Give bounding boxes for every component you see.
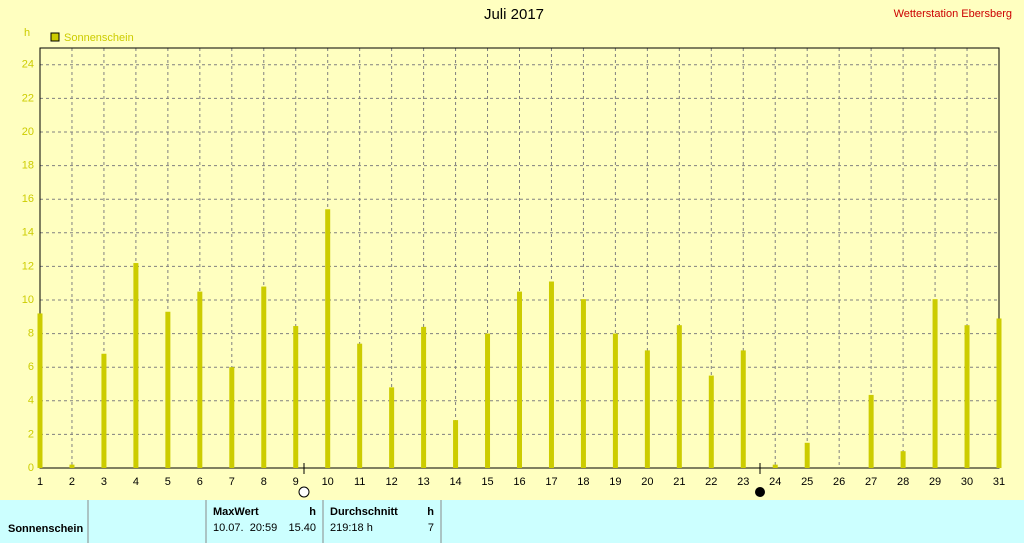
bar	[804, 442, 810, 468]
y-tick-label: 18	[22, 160, 34, 172]
x-tick-label: 19	[609, 476, 621, 488]
x-tick-label: 25	[801, 476, 813, 488]
x-tick-label: 8	[261, 476, 267, 488]
bar	[485, 333, 491, 468]
x-tick-label: 7	[229, 476, 235, 488]
bar	[708, 375, 714, 468]
cell: 15.40	[288, 522, 316, 534]
legend-label: Sonnenschein	[64, 32, 134, 44]
x-tick-label: 17	[545, 476, 557, 488]
y-axis-label: h	[24, 27, 30, 39]
bar	[548, 281, 554, 468]
bar	[453, 420, 459, 468]
x-tick-label: 1	[37, 476, 43, 488]
bar	[772, 464, 778, 468]
x-tick-label: 31	[993, 476, 1005, 488]
x-tick-label: 12	[386, 476, 398, 488]
bar	[197, 291, 203, 468]
y-tick-label: 14	[22, 227, 34, 239]
table-background	[0, 500, 1024, 543]
cell: 10.07. 20:59	[213, 522, 277, 534]
x-tick-label: 11	[354, 476, 365, 488]
x-tick-label: 24	[769, 476, 781, 488]
bar	[612, 333, 618, 468]
column-unit: h	[427, 506, 434, 518]
bar	[325, 209, 331, 468]
y-tick-label: 0	[28, 462, 34, 474]
x-tick-label: 15	[481, 476, 493, 488]
cell: 7	[428, 522, 434, 534]
y-tick-label: 12	[22, 260, 34, 272]
x-tick-label: 20	[641, 476, 653, 488]
bar	[229, 367, 235, 468]
y-tick-label: 20	[22, 126, 34, 138]
x-tick-label: 3	[101, 476, 107, 488]
x-tick-label: 9	[293, 476, 299, 488]
new-moon-icon	[755, 487, 765, 497]
bar	[676, 325, 682, 468]
bar	[69, 464, 75, 468]
chart-background	[0, 0, 1024, 500]
x-tick-label: 21	[673, 476, 685, 488]
x-tick-label: 2	[69, 476, 75, 488]
y-tick-label: 4	[28, 395, 34, 407]
x-tick-label: 4	[133, 476, 139, 488]
table: Sonnenschein MaxWert h 10.07. 20:59 15.4…	[8, 500, 442, 543]
y-tick-label: 10	[22, 294, 34, 306]
y-tick-label: 16	[22, 193, 34, 205]
bar	[133, 263, 139, 468]
x-tick-label: 13	[417, 476, 429, 488]
y-tick-label: 8	[28, 328, 34, 340]
bar	[165, 311, 171, 468]
bar	[740, 350, 746, 468]
bar	[389, 387, 395, 468]
bar	[932, 299, 938, 468]
bar	[964, 325, 970, 468]
bar	[261, 286, 267, 468]
station-name: Wetterstation Ebersberg	[894, 8, 1012, 20]
bar	[357, 343, 363, 468]
bar	[580, 299, 586, 468]
cell: 219:18 h	[330, 522, 373, 534]
column-title: Durchschnitt	[330, 506, 398, 518]
row-header: Sonnenschein	[8, 523, 83, 535]
y-tick-label: 2	[28, 428, 34, 440]
moon-markers	[298, 463, 765, 498]
x-tick-label: 28	[897, 476, 909, 488]
x-tick-label: 5	[165, 476, 171, 488]
full-moon-icon	[298, 486, 310, 498]
bar	[37, 313, 43, 468]
chart-title: Juli 2017	[484, 6, 544, 23]
column-title: MaxWert	[213, 506, 259, 518]
column-unit: h	[309, 506, 316, 518]
bar	[644, 350, 650, 468]
bar	[868, 394, 874, 468]
x-tick-label: 14	[449, 476, 461, 488]
y-tick-label: 22	[22, 92, 34, 104]
x-tick-label: 26	[833, 476, 845, 488]
bar	[996, 318, 1002, 468]
x-tick-label: 16	[513, 476, 525, 488]
x-tick-label: 22	[705, 476, 717, 488]
bar	[293, 326, 299, 468]
x-tick-label: 27	[865, 476, 877, 488]
x-tick-label: 6	[197, 476, 203, 488]
x-tick-label: 23	[737, 476, 749, 488]
bar	[900, 451, 906, 468]
bar	[101, 353, 107, 468]
x-tick-label: 18	[577, 476, 589, 488]
y-tick-label: 6	[28, 361, 34, 373]
legend-swatch	[50, 32, 60, 42]
bar	[421, 326, 427, 468]
x-tick-label: 29	[929, 476, 941, 488]
y-tick-label: 24	[22, 59, 34, 71]
bar	[517, 291, 522, 468]
x-tick-label: 10	[322, 476, 334, 488]
x-tick-label: 30	[961, 476, 973, 488]
